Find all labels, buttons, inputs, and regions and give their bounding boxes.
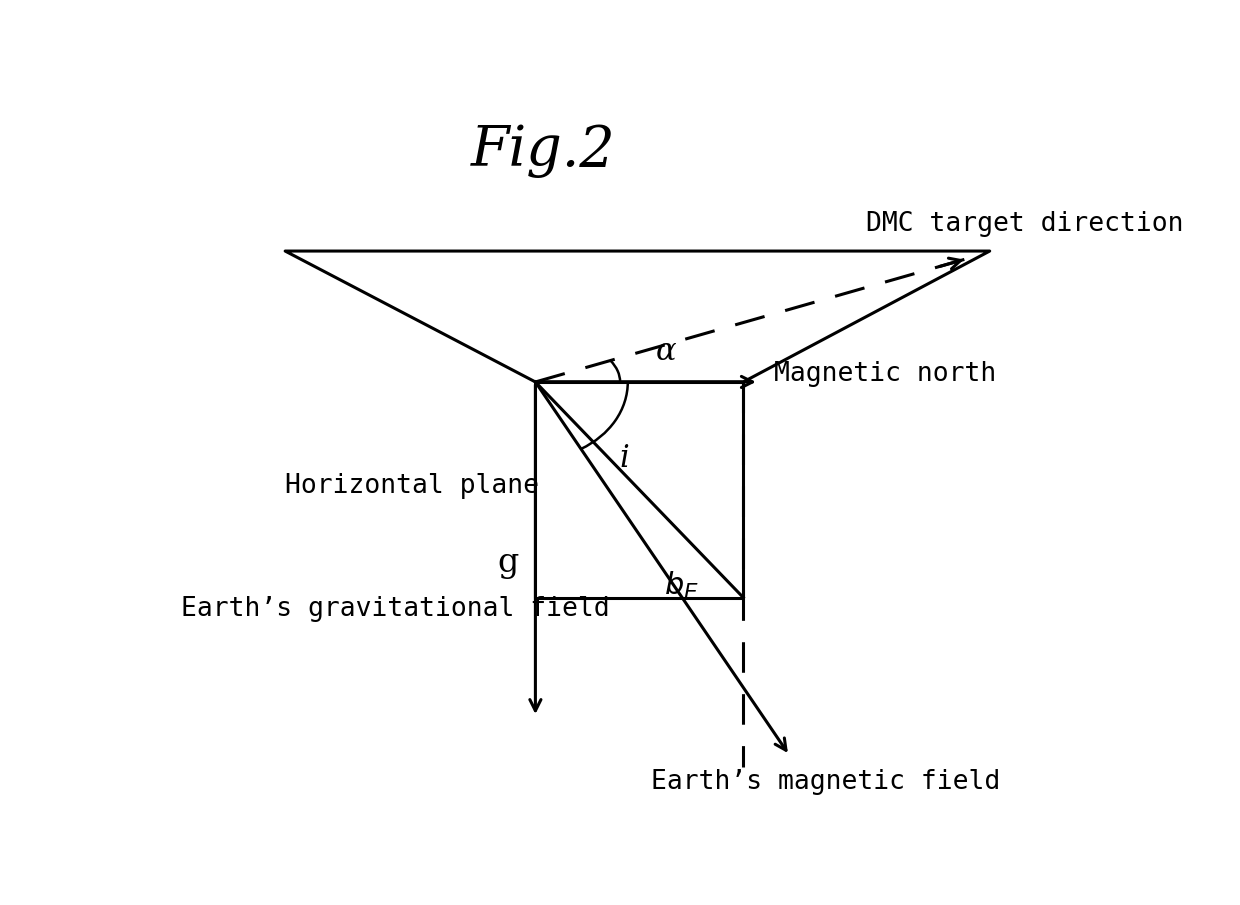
Text: i: i <box>619 443 629 474</box>
Text: α: α <box>656 336 677 367</box>
Text: Horizontal plane: Horizontal plane <box>285 473 539 499</box>
Text: Fig.2: Fig.2 <box>471 124 615 178</box>
Text: $b_E$: $b_E$ <box>665 570 699 602</box>
Text: Earth’s gravitational field: Earth’s gravitational field <box>181 596 610 622</box>
Text: g: g <box>497 547 520 579</box>
Text: DMC target direction: DMC target direction <box>867 211 1184 237</box>
Text: Magnetic north: Magnetic north <box>774 361 997 387</box>
Text: Earth’s magnetic field: Earth’s magnetic field <box>651 769 1001 795</box>
